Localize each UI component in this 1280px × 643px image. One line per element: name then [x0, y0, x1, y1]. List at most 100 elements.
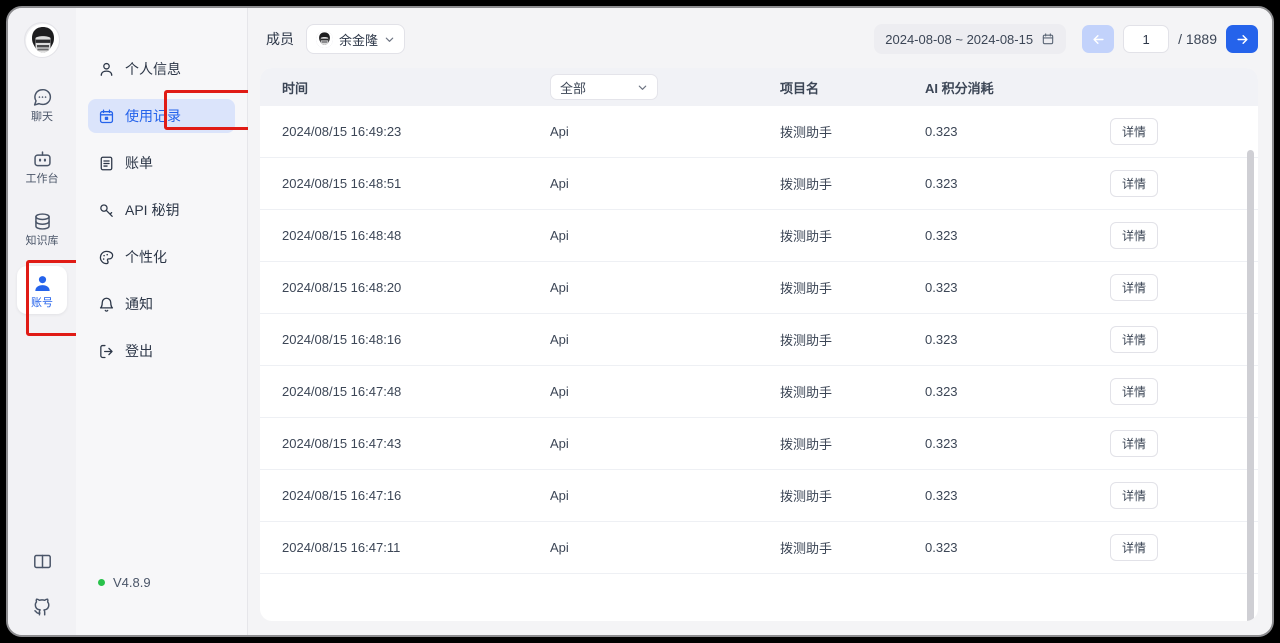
cell-project: 拨测助手 — [780, 437, 833, 452]
cell-action: 详情 — [1110, 534, 1258, 561]
next-page-button[interactable] — [1226, 25, 1258, 53]
prev-page-button[interactable] — [1082, 25, 1115, 53]
table-row: 2024/08/15 16:48:20 Api 拨测助手 0.323 详情 — [260, 262, 1258, 314]
account-icon — [32, 273, 53, 294]
source-filter-select[interactable]: 全部 — [550, 74, 658, 100]
sidebar-item-label: API 秘钥 — [125, 202, 180, 218]
rail-item-knowledge-base[interactable]: 知识库 — [17, 204, 67, 252]
cell-source: Api — [550, 124, 569, 139]
settings-sidebar: 个人信息 使用记录 账单 — [76, 8, 312, 635]
cell-time: 2024/08/15 16:48:20 — [282, 280, 402, 295]
version-label: V4.8.9 — [98, 575, 151, 590]
date-range-text: 2024-08-08 ~ 2024-08-15 — [885, 31, 1034, 47]
table-row: 2024/08/15 16:47:48 Api 拨测助手 0.323 详情 — [260, 366, 1258, 418]
sidebar-item-profile[interactable]: 个人信息 — [88, 52, 235, 86]
cell-source: Api — [550, 384, 569, 399]
cell-action: 详情 — [1110, 170, 1258, 197]
cell-source: Api — [550, 332, 569, 347]
detail-button[interactable]: 详情 — [1110, 430, 1158, 457]
cell-action: 详情 — [1110, 430, 1258, 457]
detail-button[interactable]: 详情 — [1110, 482, 1158, 509]
cell-time: 2024/08/15 16:48:48 — [282, 228, 402, 243]
sidebar-item-label: 个人信息 — [125, 61, 181, 77]
cell-action: 详情 — [1110, 274, 1258, 301]
cell-project: 拨测助手 — [780, 385, 833, 400]
cell-credits: 0.323 — [925, 332, 958, 347]
table-row: 2024/08/15 16:47:11 Api 拨测助手 0.323 详情 — [260, 522, 1258, 574]
usage-table-card: 时间 全部 项目名 AI 积分消耗 2024/08/15 16:49:23 Api… — [260, 68, 1258, 621]
cell-credits: 0.323 — [925, 124, 958, 139]
member-label: 成员 — [266, 31, 294, 47]
cell-project: 拨测助手 — [780, 229, 833, 244]
pagination: / 1889 — [1082, 25, 1258, 53]
rail-item-label: 聊天 — [31, 111, 53, 123]
member-avatar — [316, 30, 333, 48]
version-text: V4.8.9 — [113, 575, 151, 590]
column-header-project: 项目名 — [780, 80, 820, 96]
rail-item-chat[interactable]: 聊天 — [17, 80, 67, 128]
table-row: 2024/08/15 16:48:51 Api 拨测助手 0.323 详情 — [260, 158, 1258, 210]
github-icon[interactable] — [32, 596, 53, 617]
table-scrollbar[interactable] — [1247, 150, 1254, 621]
source-filter-value: 全部 — [560, 80, 587, 96]
cell-time: 2024/08/15 16:47:11 — [282, 540, 401, 555]
sidebar-item-label: 个性化 — [125, 249, 167, 265]
cell-time: 2024/08/15 16:47:48 — [282, 384, 402, 399]
table-row: 2024/08/15 16:47:16 Api 拨测助手 0.323 详情 — [260, 470, 1258, 522]
detail-button[interactable]: 详情 — [1110, 534, 1158, 561]
workbench-icon — [32, 149, 53, 170]
detail-button[interactable]: 详情 — [1110, 222, 1158, 249]
chat-icon — [32, 87, 53, 108]
cell-source: Api — [550, 436, 569, 451]
cell-credits: 0.323 — [925, 176, 958, 191]
sidebar-item-label: 登出 — [125, 343, 153, 359]
detail-button[interactable]: 详情 — [1110, 378, 1158, 405]
cell-time: 2024/08/15 16:48:51 — [282, 176, 402, 191]
detail-button[interactable]: 详情 — [1110, 274, 1158, 301]
cell-project: 拨测助手 — [780, 177, 833, 192]
table-row: 2024/08/15 16:47:43 Api 拨测助手 0.323 详情 — [260, 418, 1258, 470]
sidebar-item-api-key[interactable]: API 秘钥 — [88, 193, 235, 227]
member-select[interactable]: 余金隆 — [306, 24, 406, 54]
cell-action: 详情 — [1110, 378, 1258, 405]
cell-source: Api — [550, 176, 569, 191]
chevron-down-icon — [384, 34, 395, 45]
page-input[interactable] — [1123, 25, 1170, 53]
arrow-left-icon — [1091, 32, 1106, 47]
table-row: 2024/08/15 16:49:23 Api 拨测助手 0.323 详情 — [260, 106, 1258, 158]
user-avatar[interactable] — [24, 22, 60, 58]
rail-item-account[interactable]: 账号 — [17, 266, 67, 314]
sidebar-item-bill[interactable]: 账单 — [88, 146, 235, 180]
sidebar-item-logout[interactable]: 登出 — [88, 334, 235, 368]
sidebar-item-usage-records[interactable]: 使用记录 — [88, 99, 235, 133]
palette-icon — [98, 249, 115, 266]
book-icon[interactable] — [32, 551, 53, 572]
table-row: 2024/08/15 16:48:16 Api 拨测助手 0.323 详情 — [260, 314, 1258, 366]
rail-item-workbench[interactable]: 工作台 — [17, 142, 67, 190]
date-range-picker[interactable]: 2024-08-08 ~ 2024-08-15 — [874, 24, 1067, 54]
cell-action: 详情 — [1110, 482, 1258, 509]
column-header-source: 全部 — [550, 74, 780, 100]
cell-project: 拨测助手 — [780, 489, 833, 504]
detail-button[interactable]: 详情 — [1110, 118, 1158, 145]
rail-item-label: 工作台 — [25, 173, 59, 185]
calendar-icon — [1041, 32, 1055, 46]
rail-bottom-group — [32, 551, 53, 617]
sidebar-item-notification[interactable]: 通知 — [88, 287, 235, 321]
cell-source: Api — [550, 488, 569, 503]
cell-source: Api — [550, 228, 569, 243]
sidebar-item-label: 通知 — [125, 296, 153, 312]
detail-button[interactable]: 详情 — [1110, 170, 1158, 197]
cell-time: 2024/08/15 16:48:16 — [282, 332, 402, 347]
cell-credits: 0.323 — [925, 436, 958, 451]
cell-credits: 0.323 — [925, 540, 958, 555]
sidebar-item-personalization[interactable]: 个性化 — [88, 240, 235, 274]
cell-source: Api — [550, 280, 569, 295]
cell-action: 详情 — [1110, 118, 1258, 145]
cell-credits: 0.323 — [925, 228, 958, 243]
person-icon — [98, 61, 115, 78]
cell-project: 拨测助手 — [780, 541, 833, 556]
detail-button[interactable]: 详情 — [1110, 326, 1158, 353]
logout-icon — [98, 343, 115, 360]
cell-credits: 0.323 — [925, 488, 958, 503]
